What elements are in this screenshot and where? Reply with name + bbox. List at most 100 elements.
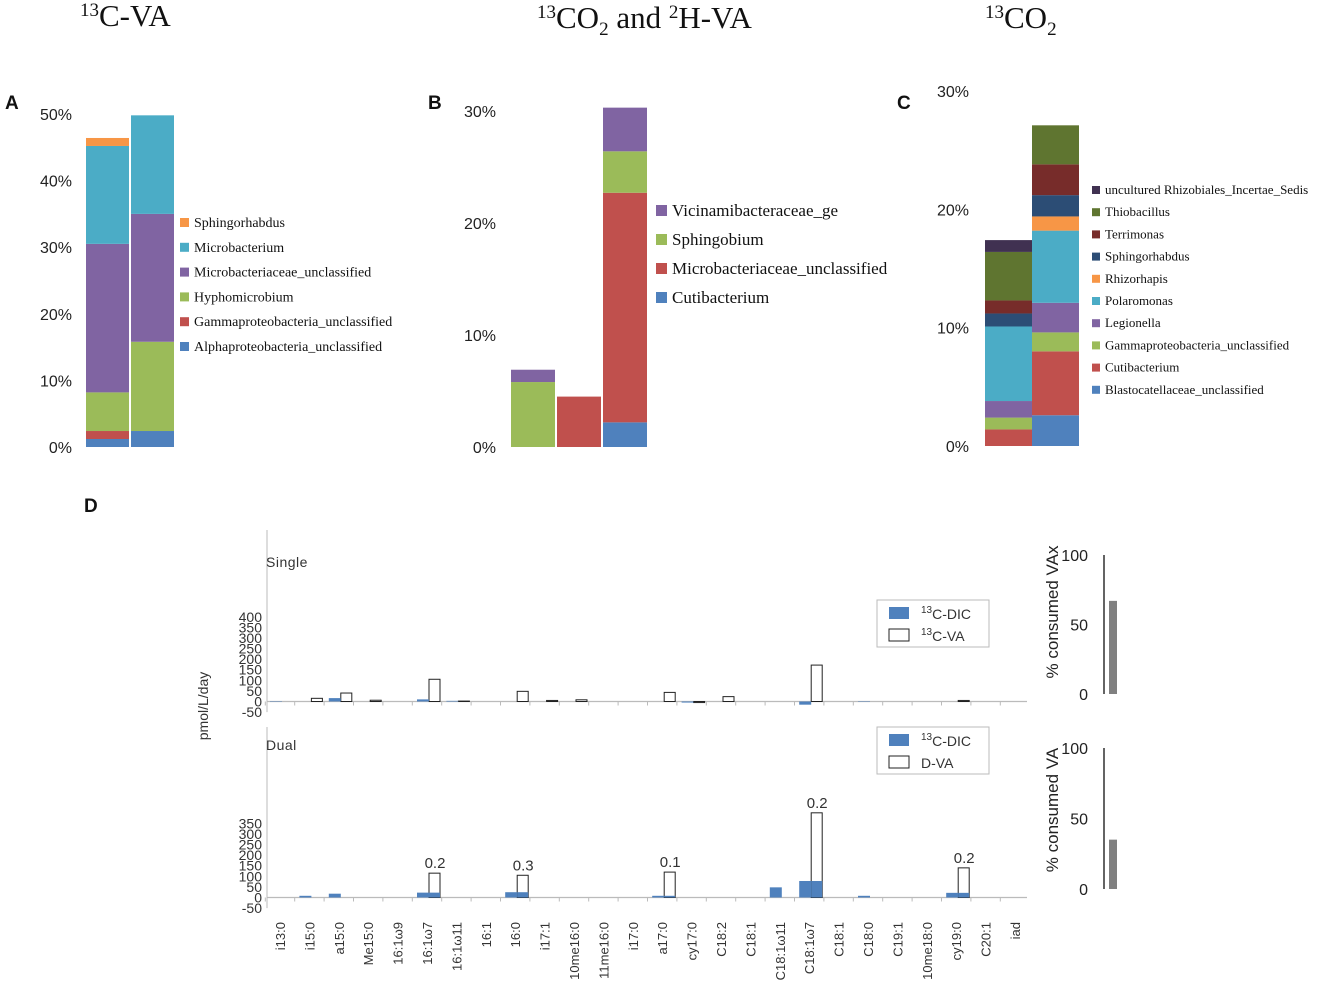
panel-label-b: B: [428, 93, 442, 114]
y-tick-label: 100: [239, 672, 263, 688]
dic-bar: [799, 880, 812, 898]
dic-bar-overlay: [664, 895, 676, 898]
y-tick-label: 250: [239, 837, 263, 853]
stacked-bar-segment: [985, 300, 1032, 314]
dic-bar: [946, 892, 959, 898]
y-tick-label: 300: [239, 630, 263, 646]
x-category-label: cy19:0: [949, 922, 964, 960]
x-category-label: cy17:0: [685, 922, 700, 960]
stacked-bar-segment: [985, 429, 1032, 446]
y-tick-label: 10%: [40, 373, 72, 390]
stacked-bar-segment: [131, 115, 174, 214]
stacked-bar-segment: [1032, 216, 1079, 231]
panel-d-chart: 400350300250200150100500-50Single13C-DIC…: [195, 530, 1117, 980]
legend-label: Alphaproteobacteria_unclassified: [194, 340, 382, 355]
bar-annotation: 0.2: [425, 855, 446, 872]
y-tick-label: 50: [246, 683, 262, 699]
bar-annotation: 0.2: [954, 850, 975, 867]
legend-swatch: [180, 242, 189, 252]
x-category-label: 10me18:0: [920, 922, 935, 980]
legend-label: Legionella: [1105, 315, 1161, 330]
y-tick-label: 50: [246, 879, 262, 895]
va-bar: [340, 692, 353, 702]
legend-swatch: [1092, 208, 1100, 217]
y-tick-label: 350: [239, 619, 263, 635]
stacked-bar-segment: [86, 439, 129, 447]
y-tick-label: 150: [239, 662, 263, 678]
y-tick-label: 10%: [464, 328, 496, 345]
x-category-label: C18:2: [714, 922, 729, 957]
va-bar: [957, 699, 970, 703]
x-category-label: i15:0: [302, 922, 317, 950]
dic-bar-overlay: [517, 892, 529, 898]
dic-bar: [417, 699, 429, 702]
y-tick-label: 0: [254, 890, 262, 906]
legend-label: 13C-VA: [921, 627, 965, 644]
x-category-label: 16:1ω11: [449, 922, 464, 971]
stacked-bar-segment: [86, 145, 129, 244]
x-category-label: C18:1ω7: [802, 922, 817, 974]
x-category-label: 16:1ω9: [391, 922, 406, 965]
stacked-bar-segment: [86, 137, 129, 146]
stacked-bar-segment: [511, 382, 555, 447]
y-tick-label: 200: [239, 651, 263, 667]
dic-bar-overlay: [958, 892, 970, 898]
legend-label: Microbacterium: [194, 241, 284, 256]
dic-bar: [858, 895, 870, 898]
stacked-bar-segment: [86, 392, 129, 432]
stacked-bar-segment: [511, 369, 555, 383]
dic-bar-overlay: [429, 892, 440, 898]
legend-swatch: [180, 317, 189, 327]
legend-label: 13C-DIC: [921, 605, 971, 622]
dic-bar: [299, 895, 312, 898]
legend-label: 13C-DIC: [921, 732, 971, 749]
va-bar: [546, 699, 559, 703]
y-tick-label: -50: [242, 704, 262, 720]
legend-label: Hyphomicrobium: [194, 290, 294, 305]
side-axis-title: % consumed VA: [1043, 747, 1062, 872]
stacked-bar-segment: [131, 213, 174, 342]
legend-label: Vicinamibacteraceae_ge: [672, 201, 838, 220]
legend-swatch: [656, 234, 667, 245]
x-category-label: C19:1: [890, 922, 905, 957]
y-tick-label: 200: [239, 847, 263, 863]
x-category-label: Me15:0: [361, 922, 376, 965]
y-tick-label: 50%: [40, 107, 72, 124]
legend-swatch: [888, 755, 910, 769]
panel-c-chart: 0% 10% 20% 30% uncultured Rhizobiales_Incert…: [937, 84, 1308, 456]
header-b: 13CO2 and 2H-VA: [537, 0, 752, 40]
y-tick-label: 350: [239, 815, 263, 831]
legend-swatch: [180, 342, 189, 351]
va-bar: [810, 664, 823, 702]
legend-label: Cutibacterium: [672, 288, 769, 307]
y-tick-label: 40%: [40, 174, 72, 191]
legend-swatch: [1092, 385, 1100, 394]
legend-swatch: [180, 267, 189, 277]
y-tick-label: 100: [239, 868, 263, 884]
legend-label: Blastocatellaceae_unclassified: [1105, 382, 1264, 397]
stacked-bar-segment: [985, 401, 1032, 418]
x-category-label: C18:1: [832, 922, 847, 957]
side-tick-label: 100: [1061, 548, 1088, 565]
dic-bar: [446, 700, 459, 702]
legend-swatch: [1092, 363, 1100, 372]
legend-swatch: [889, 734, 909, 746]
stacked-bar-segment: [557, 396, 601, 447]
bar-annotation: 0.1: [660, 854, 681, 871]
va-bar: [310, 697, 323, 703]
stacked-bar-segment: [86, 431, 129, 440]
va-bar: [663, 871, 676, 899]
side-tick-label: 0: [1079, 882, 1088, 899]
y-tick-label: 20%: [937, 202, 969, 219]
stacked-bar-segment: [603, 107, 647, 152]
header-c: 13CO2: [985, 0, 1057, 40]
y-tick-label: 0%: [946, 439, 969, 456]
y-tick-label: -50: [242, 900, 262, 916]
stacked-bar-segment: [603, 422, 647, 447]
y-tick-label: 400: [239, 609, 263, 625]
y-tick-label: 0%: [473, 440, 496, 457]
va-bar: [693, 701, 706, 704]
panel-label-d: D: [84, 496, 98, 517]
va-bar: [516, 690, 529, 702]
stacked-bar-segment: [985, 326, 1032, 402]
